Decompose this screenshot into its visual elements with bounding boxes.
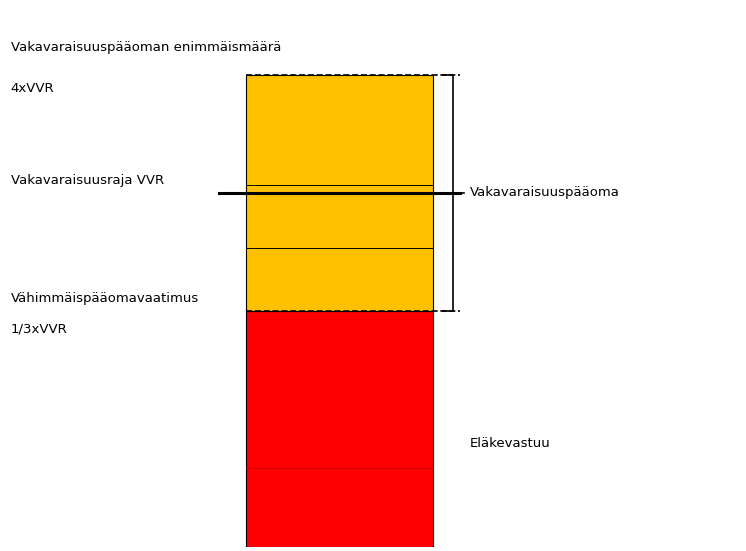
Text: 4xVVR: 4xVVR (11, 82, 54, 95)
Text: Eläkevastuu: Eläkevastuu (470, 436, 551, 450)
Text: Vakavaraisuuspääoman enimmäismäärä: Vakavaraisuuspääoman enimmäismäärä (11, 41, 281, 53)
Bar (245, 75, 433, 311)
Text: Vähimmäispääomavaatimus: Vähimmäispääomavaatimus (11, 292, 199, 305)
Bar (245, 311, 433, 547)
Text: 1/3xVVR: 1/3xVVR (11, 323, 68, 336)
Text: Vakavaraisuuspääoma: Vakavaraisuuspääoma (470, 186, 620, 199)
Text: Vakavaraisuusraja VVR: Vakavaraisuusraja VVR (11, 174, 164, 187)
